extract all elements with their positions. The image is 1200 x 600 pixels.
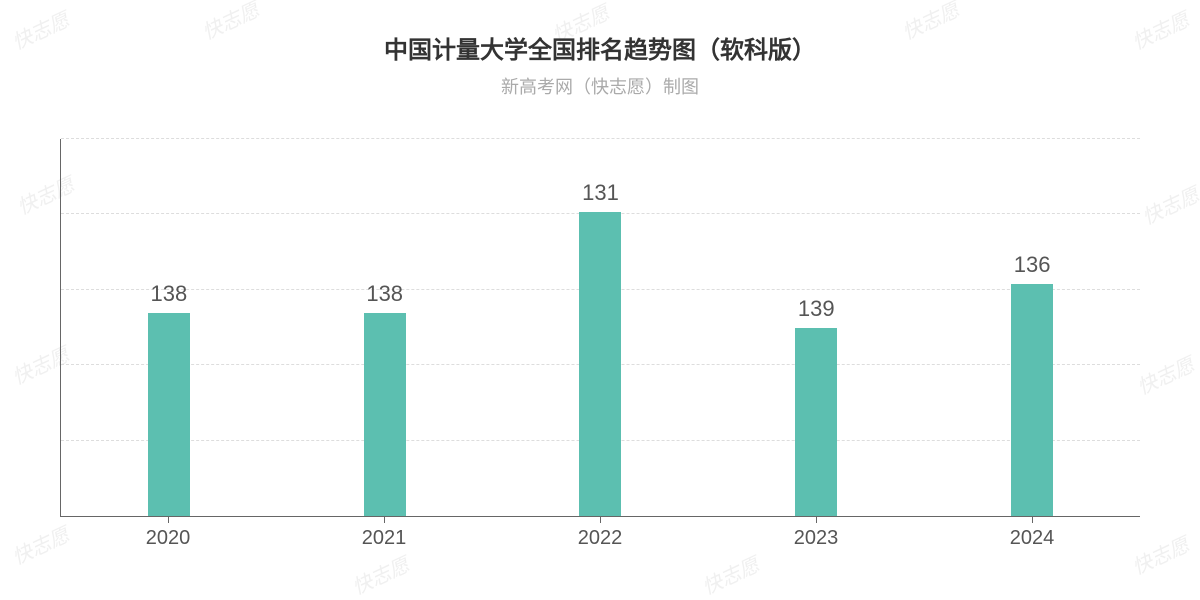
x-tick-label: 2020 (60, 527, 276, 550)
bar-group: 138 (277, 139, 493, 516)
x-tick-label: 2023 (708, 527, 924, 550)
bar-value-label: 131 (582, 180, 619, 206)
bar (1011, 284, 1053, 516)
bar-group: 131 (493, 139, 709, 516)
bar (579, 212, 621, 517)
chart-subtitle: 新高考网（快志愿）制图 (60, 73, 1140, 99)
bar (364, 313, 406, 516)
chart-container: 中国计量大学全国排名趋势图（软科版） 新高考网（快志愿）制图 138 138 131… (0, 0, 1200, 600)
bar (795, 328, 837, 517)
x-tick-label: 2021 (276, 527, 492, 550)
bar-value-label: 139 (798, 296, 835, 322)
bar-group: 136 (924, 139, 1140, 516)
x-axis: 20202021202220232024 (60, 517, 1140, 550)
bar-value-label: 138 (366, 281, 403, 307)
chart-title: 中国计量大学全国排名趋势图（软科版） (60, 30, 1140, 65)
bar-value-label: 138 (151, 281, 188, 307)
plot-area: 138 138 131 139 136 (60, 139, 1140, 517)
x-tick-label: 2022 (492, 527, 708, 550)
x-tick-label: 2024 (924, 527, 1140, 550)
bar (148, 313, 190, 516)
bars-container: 138 138 131 139 136 (61, 139, 1140, 516)
bar-value-label: 136 (1014, 252, 1051, 278)
bar-group: 139 (708, 139, 924, 516)
bar-group: 138 (61, 139, 277, 516)
